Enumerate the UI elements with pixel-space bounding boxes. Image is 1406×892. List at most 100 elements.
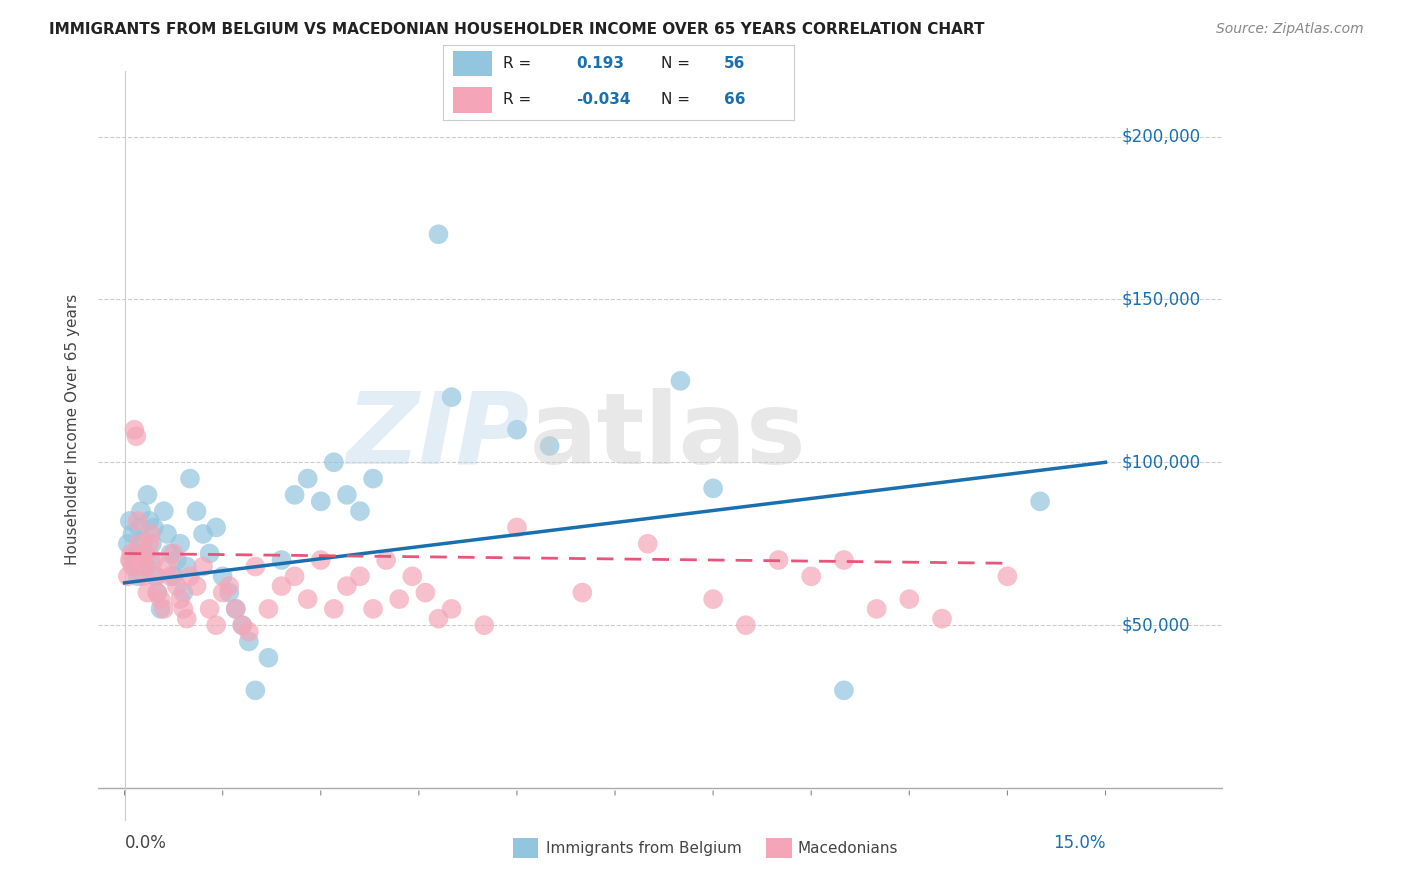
Point [375,553,398,567]
Point [702,481,724,495]
Text: $200,000: $200,000 [1122,128,1201,145]
Text: Householder Income Over 65 years: Householder Income Over 65 years [65,294,80,566]
Point [218,579,240,593]
Point [186,504,208,518]
Point [211,569,233,583]
Text: Macedonians: Macedonians [797,841,897,855]
Point [198,602,221,616]
Point [120,553,142,567]
Point [322,602,344,616]
Point [270,553,292,567]
Point [191,527,214,541]
Point [198,547,221,561]
Point [179,569,201,583]
Text: ZIP: ZIP [347,388,530,484]
Point [191,559,214,574]
Point [134,547,156,561]
Point [702,592,724,607]
Point [127,514,149,528]
Point [159,547,181,561]
Point [162,547,184,561]
Point [166,579,188,593]
Point [145,569,167,583]
Text: 66: 66 [724,93,745,107]
Text: N =: N = [661,93,690,107]
Point [218,585,240,599]
Point [388,592,411,607]
Text: N =: N = [661,56,690,71]
Point [669,374,692,388]
Point [297,472,319,486]
Point [153,504,176,518]
Point [128,537,150,551]
Point [124,559,146,574]
Point [205,618,228,632]
Point [832,683,855,698]
Point [401,569,423,583]
Point [284,569,307,583]
Point [238,634,260,648]
Point [832,553,855,567]
Point [284,488,307,502]
Point [506,520,529,534]
Point [134,559,156,574]
Point [138,514,160,528]
Point [136,488,159,502]
Point [225,602,247,616]
Point [238,624,260,639]
Bar [453,51,492,77]
Point [734,618,756,632]
Point [270,579,292,593]
Point [153,602,176,616]
Point [472,618,495,632]
Point [440,602,463,616]
Point [349,504,371,518]
Point [129,553,152,567]
Point [768,553,790,567]
Point [1029,494,1052,508]
Point [322,455,344,469]
Point [121,559,143,574]
Point [865,602,887,616]
Point [149,602,172,616]
Point [128,520,150,534]
Point [427,227,450,242]
Point [245,683,267,698]
Point [800,569,823,583]
Point [132,569,155,583]
Point [134,547,156,561]
Point [134,559,156,574]
Point [245,559,267,574]
Point [162,569,184,583]
Point [118,514,141,528]
Point [309,553,332,567]
Text: -0.034: -0.034 [576,93,631,107]
Point [145,569,167,583]
Point [997,569,1019,583]
Point [141,537,163,551]
Point [336,579,359,593]
Point [117,569,139,583]
Text: $50,000: $50,000 [1122,616,1191,634]
Text: atlas: atlas [530,388,807,484]
Point [143,520,166,534]
Point [176,612,198,626]
Point [506,423,529,437]
Point [129,504,152,518]
Point [139,553,162,567]
Point [146,585,169,599]
Point [176,559,198,574]
Point [149,592,172,607]
Text: Immigrants from Belgium: Immigrants from Belgium [546,841,741,855]
Point [138,537,160,551]
Point [205,520,228,534]
Point [172,602,194,616]
Point [349,569,371,583]
Text: 15.0%: 15.0% [1053,834,1105,852]
Point [136,585,159,599]
Point [169,537,191,551]
Text: $150,000: $150,000 [1122,291,1201,309]
Point [211,585,233,599]
Point [415,585,437,599]
Text: R =: R = [503,56,531,71]
